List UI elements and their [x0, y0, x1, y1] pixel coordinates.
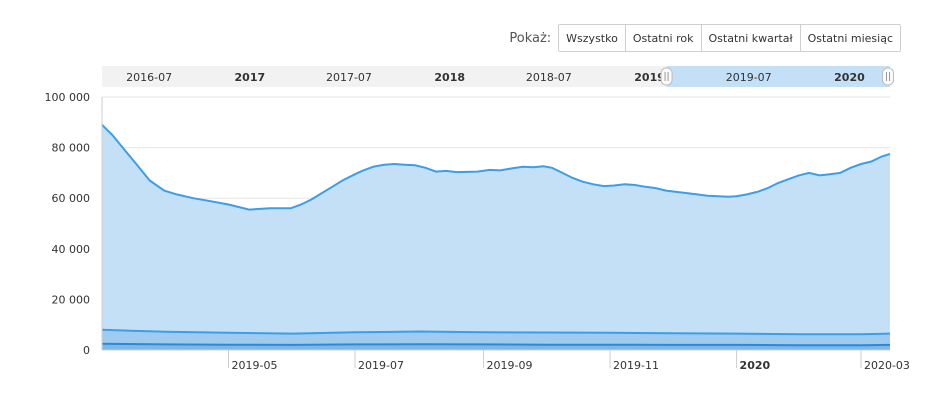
x-tick-label: 2019-11 [613, 359, 659, 372]
range-buttons: Wszystko Ostatni rok Ostatni kwartał Ost… [558, 24, 901, 52]
navigator-label: 2016-07 [126, 71, 172, 84]
range-button-last-quarter[interactable]: Ostatni kwartał [700, 25, 800, 51]
y-tick-label: 20 000 [52, 293, 91, 306]
x-axis: 2019-05 2019-07 2019-09 2019-11 2020 2020-03 [227, 350, 910, 372]
series-3-line [101, 342, 891, 347]
series-1-area [102, 124, 890, 350]
navigator-label: 2018 [434, 71, 465, 84]
navigator: 2016-07 2017 2017-07 2018 2018-07 2019 2019-07… [102, 66, 894, 87]
y-tick-label: 40 000 [52, 243, 91, 256]
navigator-label: 2019 [634, 71, 665, 84]
y-axis-labels: 0 20 000 40 000 60 000 80 000 100 000 [45, 91, 91, 357]
navigator-label: 2019-07 [726, 71, 772, 84]
y-tick-label: 0 [83, 344, 90, 357]
x-tick-label: 2019-07 [358, 359, 404, 372]
navigator-selection[interactable] [666, 66, 890, 87]
range-button-last-month[interactable]: Ostatni miesiąc [799, 25, 900, 51]
area-series [101, 124, 891, 350]
y-tick-label: 80 000 [52, 142, 91, 155]
range-button-last-year[interactable]: Ostatni rok [624, 25, 701, 51]
y-tick-label: 60 000 [52, 192, 91, 205]
range-button-all[interactable]: Wszystko [559, 25, 625, 51]
navigator-label: 2018-07 [526, 71, 572, 84]
y-tick-label: 100 000 [45, 91, 91, 104]
x-tick-label: 2020-03 [864, 359, 910, 372]
navigator-handle-left[interactable] [660, 67, 673, 86]
x-tick-label: 2019-05 [231, 359, 277, 372]
navigator-label: 2020 [834, 71, 865, 84]
series-1-line [101, 124, 891, 211]
range-selector-label: Pokaż: [509, 30, 552, 46]
x-tick-label: 2020 [740, 359, 771, 372]
navigator-label: 2017-07 [326, 71, 372, 84]
x-tick-label: 2019-09 [487, 359, 533, 372]
range-selector: Pokaż: Wszystko Ostatni rok Ostatni kwar… [509, 24, 901, 52]
series-2-line [101, 328, 891, 336]
navigator-label: 2017 [235, 71, 266, 84]
navigator-handle-right[interactable] [882, 67, 894, 86]
